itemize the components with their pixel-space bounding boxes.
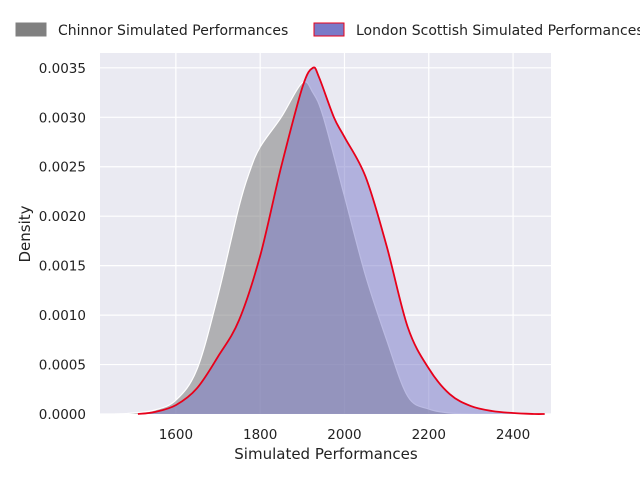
y-tick-label: 0.0015: [39, 259, 86, 275]
x-tick-label: 2000: [327, 427, 361, 443]
series-layer: [114, 66, 545, 415]
x-ticks: 1600 1800 2000 2200 2400: [159, 427, 531, 443]
x-tick-label: 2200: [412, 427, 446, 443]
legend: Chinnor Simulated Performances London Sc…: [15, 22, 640, 39]
x-tick-label: 1600: [159, 427, 193, 443]
density-area-london-scottish: [137, 67, 545, 415]
y-tick-label: 0.0030: [39, 110, 86, 126]
y-tick-label: 0.0020: [39, 209, 86, 225]
y-tick-label: 0.0025: [39, 160, 86, 176]
y-tick-label: 0.0010: [39, 308, 86, 324]
legend-swatch-london-scottish: [313, 22, 345, 37]
y-tick-label: 0.0035: [39, 61, 86, 77]
y-tick-label: 0.0005: [39, 358, 86, 374]
legend-label-london-scottish: London Scottish Simulated Performances: [356, 23, 640, 39]
density-line-london-scottish: [137, 66, 545, 415]
legend-label-chinnor: Chinnor Simulated Performances: [58, 23, 288, 39]
y-tick-label: 0.0000: [39, 407, 86, 423]
legend-entry-london-scottish: London Scottish Simulated Performances: [313, 22, 640, 39]
x-tick-label: 2400: [496, 427, 530, 443]
legend-swatch-chinnor: [15, 22, 47, 37]
x-axis-label: Simulated Performances: [234, 445, 418, 463]
y-ticks: 0.0000 0.0005 0.0010 0.0015 0.0020 0.0025 0.00…: [39, 61, 86, 423]
legend-entry-chinnor: Chinnor Simulated Performances: [15, 22, 288, 39]
y-axis-label: Density: [16, 205, 34, 262]
x-tick-label: 1800: [243, 427, 277, 443]
